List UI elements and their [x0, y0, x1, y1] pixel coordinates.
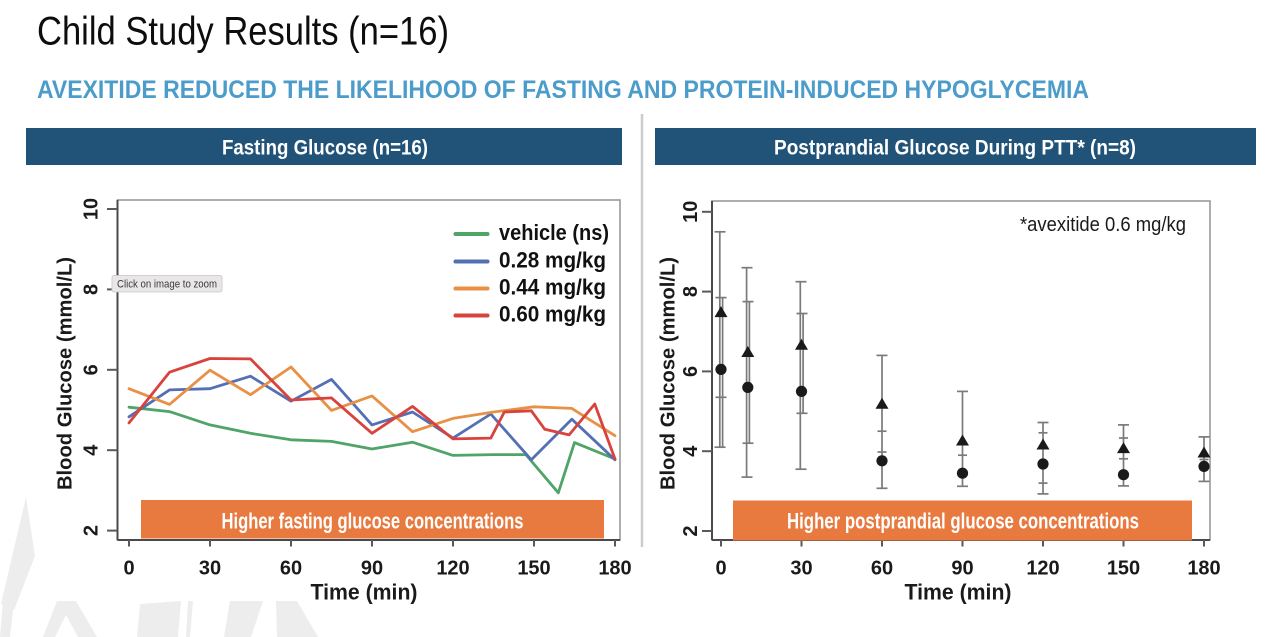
svg-text:150: 150 [1107, 557, 1140, 579]
svg-text:60: 60 [871, 557, 893, 579]
svg-text:10: 10 [81, 198, 103, 220]
svg-text:0.44 mg/kg: 0.44 mg/kg [499, 275, 606, 300]
svg-text:Postprandial Glucose During PT: Postprandial Glucose During PTT* (n=8) [774, 137, 1136, 160]
svg-text:0: 0 [715, 557, 726, 579]
svg-text:0.28 mg/kg: 0.28 mg/kg [499, 248, 606, 273]
svg-text:120: 120 [436, 557, 469, 579]
svg-text:Blood Glucose (mmol/L): Blood Glucose (mmol/L) [658, 257, 680, 490]
svg-text:150: 150 [517, 557, 550, 579]
svg-text:Time (min): Time (min) [311, 579, 418, 604]
svg-text:vehicle (ns): vehicle (ns) [499, 220, 609, 245]
svg-text:30: 30 [790, 557, 812, 579]
svg-text:*avexitide 0.6 mg/kg: *avexitide 0.6 mg/kg [1020, 214, 1186, 236]
svg-text:0.60 mg/kg: 0.60 mg/kg [499, 302, 606, 327]
svg-text:4: 4 [81, 444, 103, 456]
svg-text:2: 2 [81, 525, 103, 536]
svg-text:90: 90 [951, 557, 973, 579]
svg-text:120: 120 [1026, 557, 1059, 579]
svg-text:2: 2 [680, 525, 702, 536]
svg-text:6: 6 [680, 366, 702, 377]
svg-text:30: 30 [199, 557, 221, 579]
svg-text:90: 90 [361, 557, 383, 579]
svg-text:8: 8 [680, 286, 702, 297]
svg-text:8: 8 [81, 284, 103, 295]
svg-text:Child Study Results (n=16): Child Study Results (n=16) [37, 10, 449, 54]
svg-text:180: 180 [1187, 557, 1220, 579]
svg-text:0: 0 [123, 557, 134, 579]
svg-text:Fasting Glucose (n=16): Fasting Glucose (n=16) [222, 137, 428, 160]
svg-text:Blood Glucose (mmol/L): Blood Glucose (mmol/L) [55, 257, 77, 490]
svg-text:Time (min): Time (min) [905, 579, 1012, 604]
svg-text:Click on image to zoom: Click on image to zoom [117, 279, 217, 291]
svg-text:60: 60 [280, 557, 302, 579]
svg-text:Higher postprandial glucose co: Higher postprandial glucose concentratio… [787, 509, 1139, 534]
svg-text:6: 6 [81, 364, 103, 375]
svg-text:4: 4 [680, 445, 702, 457]
svg-text:AVEXITIDE REDUCED THE LIKELIHO: AVEXITIDE REDUCED THE LIKELIHOOD OF FAST… [37, 76, 1089, 104]
svg-text:Higher fasting glucose concent: Higher fasting glucose concentrations [222, 508, 524, 533]
svg-text:180: 180 [598, 557, 631, 579]
svg-text:10: 10 [680, 201, 702, 223]
